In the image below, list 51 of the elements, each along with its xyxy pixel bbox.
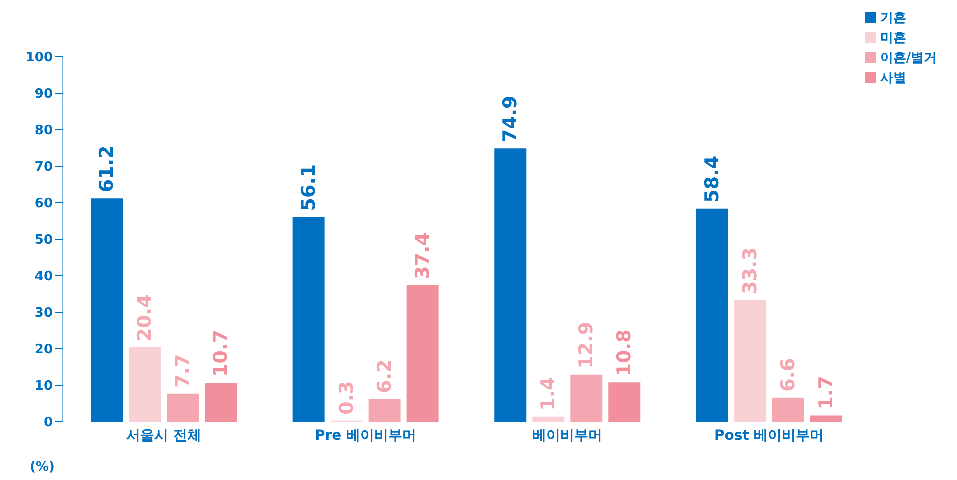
bar <box>205 382 237 422</box>
y-tick-label: 10 <box>34 379 53 394</box>
data-label: 20.4 <box>134 294 156 342</box>
bar <box>167 394 199 422</box>
bar <box>494 148 527 422</box>
bar <box>129 348 161 422</box>
legend-label: 이혼/별거 <box>880 51 937 66</box>
x-tick-label: Pre 베이비부머 <box>314 428 416 444</box>
data-label: 56.1 <box>298 164 320 212</box>
y-tick-label: 40 <box>34 270 53 285</box>
y-axis-title: (%) <box>30 460 55 475</box>
data-label: 10.8 <box>614 330 636 377</box>
data-label: 74.9 <box>500 96 522 143</box>
bar <box>696 208 728 422</box>
x-tick-label: 베이비부머 <box>532 428 603 444</box>
y-tick-label: 50 <box>34 233 53 248</box>
bar <box>368 399 401 422</box>
y-tick-label: 60 <box>34 196 53 212</box>
x-tick-label: 서울시 전체 <box>126 428 202 444</box>
y-tick-label: 90 <box>34 87 53 102</box>
legend-label: 기혼 <box>880 11 906 26</box>
bar <box>810 416 842 422</box>
data-label: 58.4 <box>701 156 724 203</box>
data-label: 12.9 <box>576 322 598 369</box>
bar <box>292 217 325 422</box>
legend-label: 사별 <box>880 71 906 86</box>
x-tick-label: Post 베이비부머 <box>714 428 824 444</box>
data-label: 0.3 <box>336 381 358 415</box>
data-label: 37.4 <box>412 232 434 280</box>
data-label: 33.3 <box>739 248 762 294</box>
y-tick-label: 70 <box>34 160 53 176</box>
y-tick-label: 100 <box>26 50 53 66</box>
bar <box>608 382 641 422</box>
y-tick-label: 80 <box>34 124 53 139</box>
data-label: 6.2 <box>374 360 396 394</box>
bar <box>734 300 766 422</box>
data-label: 7.7 <box>172 354 194 388</box>
bar <box>91 198 123 422</box>
bar <box>570 374 603 422</box>
y-tick-label: 20 <box>34 342 53 358</box>
legend-label: 미혼 <box>880 31 906 46</box>
data-label: 1.4 <box>538 377 560 411</box>
bar <box>406 285 439 422</box>
y-tick-label: 0 <box>44 416 53 431</box>
data-label: 1.7 <box>815 376 838 410</box>
y-tick-label: 30 <box>34 306 53 322</box>
bar <box>772 398 804 422</box>
data-label: 10.7 <box>210 330 232 377</box>
data-label: 61.2 <box>96 146 118 193</box>
data-label: 6.6 <box>777 358 800 392</box>
bar <box>532 416 565 422</box>
